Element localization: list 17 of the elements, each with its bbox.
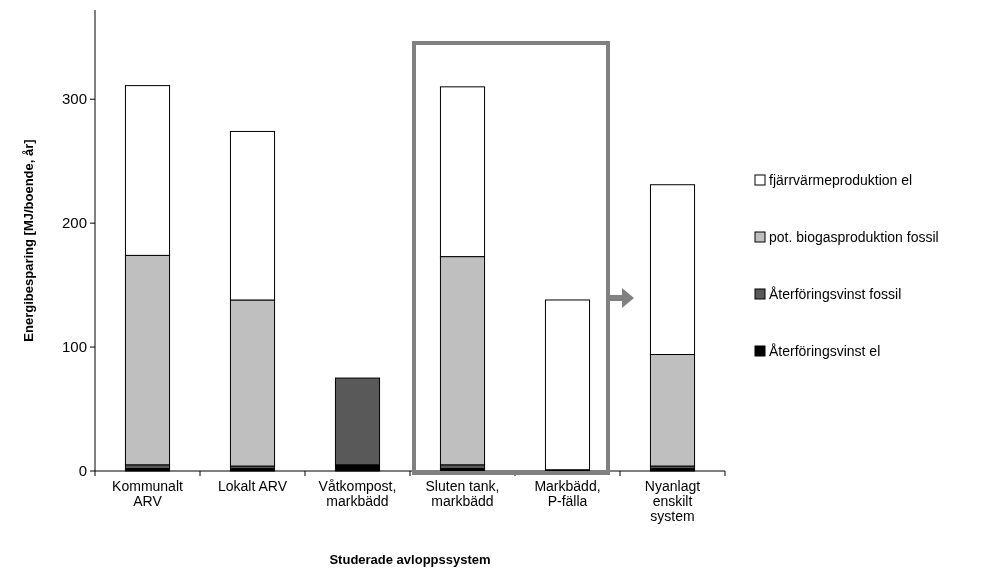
x-tick-label: Kommunalt ARV [112, 478, 184, 509]
bar [334, 377, 381, 466]
legend-label: fjärrvärmeproduktion el [769, 171, 913, 188]
x-axis-title: Studerade avloppssystem [329, 552, 491, 567]
legend-label: Återföringsvinst fossil [769, 285, 902, 302]
legend-label: pot. biogasproduktion fossil [769, 228, 939, 245]
x-tick-label: Lokalt ARV [217, 478, 288, 494]
x-tick-label: Markbädd, P-fälla [534, 478, 601, 509]
x-tick-label: Sluten tank, markbädd [425, 478, 500, 509]
y-tick-label: 200 [61, 214, 87, 232]
x-tick-label: Våtkompost, markbädd [318, 478, 397, 509]
x-tick-label: Nyanlagt enskilt system [644, 478, 701, 524]
y-tick-label: 100 [61, 338, 87, 356]
legend-label: Återföringsvinst el [769, 342, 881, 359]
y-axis-title: Energibesparing [MJ/boende, år] [21, 139, 36, 342]
y-tick-label: 0 [78, 462, 87, 480]
y-tick-label: 300 [61, 90, 87, 108]
